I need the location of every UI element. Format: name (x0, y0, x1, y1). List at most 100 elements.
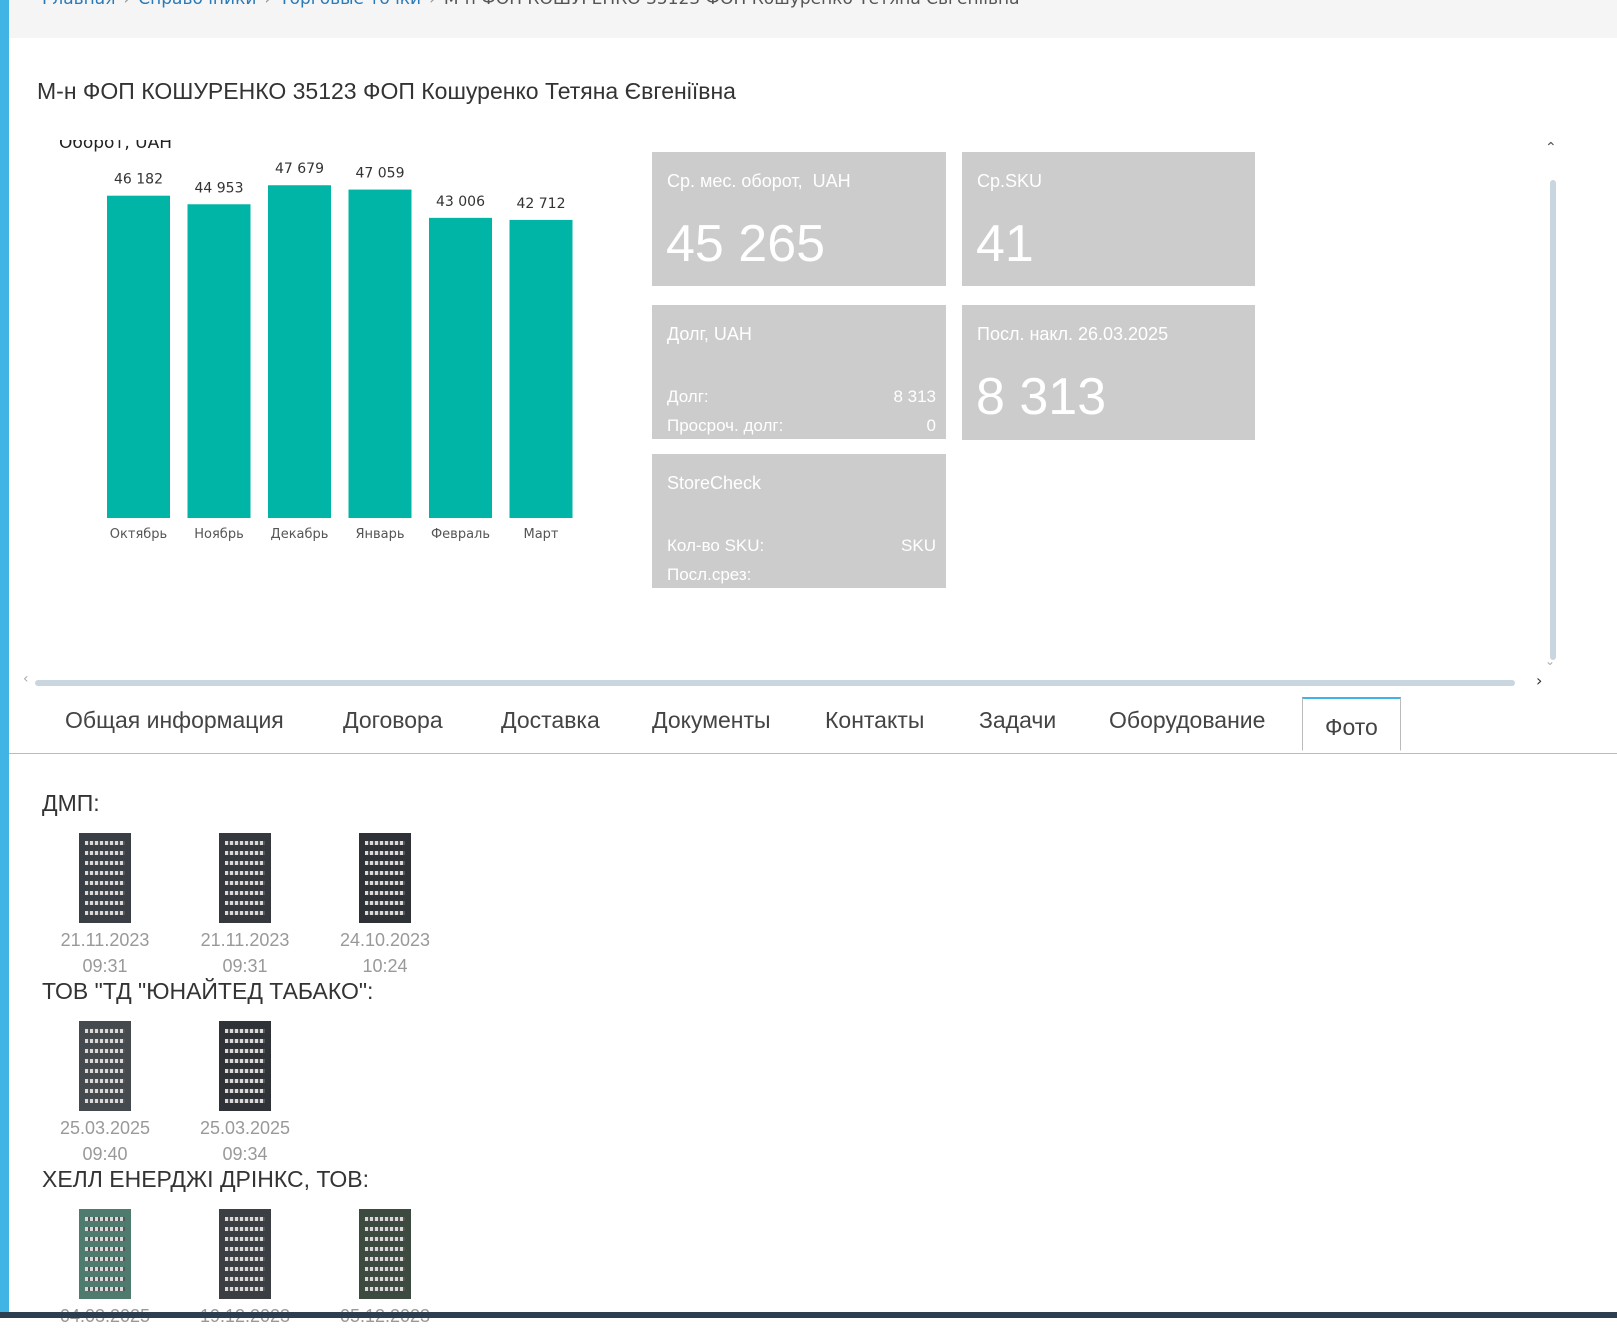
breadcrumb-separator: › (123, 0, 130, 9)
avg-turnover-value: 45 265 (666, 215, 826, 273)
overdue-debt-value: 0 (926, 416, 936, 435)
overdue-debt-label: Просроч. долг: (667, 416, 784, 435)
photo-thumbnail[interactable] (359, 1209, 411, 1299)
photo-thumbnail[interactable] (219, 1209, 271, 1299)
chart-bar[interactable] (348, 189, 412, 519)
photo-time: 09:40 (82, 1144, 128, 1164)
debt-title: Долг, UAH (667, 324, 752, 344)
chart-category-label: Октябрь (110, 527, 167, 542)
debt-value: 8 313 (893, 387, 936, 406)
thumbnail-shelf-decoration (85, 1257, 125, 1261)
thumbnail-shelf-decoration (225, 1227, 265, 1231)
scroll-down-icon[interactable]: ⌄ (1545, 654, 1556, 668)
thumbnail-shelf-decoration (365, 851, 405, 855)
photo-group-title: ХЕЛЛ ЕНЕРДЖІ ДРІНКС, ТОВ: (42, 1166, 370, 1192)
tab-documents[interactable]: Документы (652, 707, 771, 733)
tab-contacts[interactable]: Контакты (825, 707, 925, 733)
photo-thumbnail[interactable] (79, 833, 131, 923)
photo-date: 21.11.2023 (60, 930, 150, 950)
thumbnail-shelf-decoration (85, 861, 125, 865)
thumbnail-shelf-decoration (225, 891, 265, 895)
thumbnail-shelf-decoration (85, 1039, 125, 1043)
last-invoice-value: 8 313 (976, 368, 1107, 426)
photo-item[interactable]: 25.03.2025 09:34 (195, 1021, 295, 1167)
chart-bar[interactable] (509, 219, 573, 518)
thumbnail-shelf-decoration (225, 1217, 265, 1221)
chart-category-label: Январь (355, 527, 404, 542)
thumbnail-shelf-decoration (365, 901, 405, 905)
thumbnail-shelf-decoration (365, 1247, 405, 1251)
breadcrumb-home-link[interactable]: Главная (42, 0, 115, 9)
left-accent-stripe (0, 0, 9, 1318)
thumbnail-shelf-decoration (85, 891, 125, 895)
thumbnail-shelf-decoration (365, 1227, 405, 1231)
chart-bar[interactable] (429, 217, 492, 519)
breadcrumb-directories-link[interactable]: Справочники (138, 0, 256, 9)
tab-contracts[interactable]: Договора (343, 707, 443, 733)
thumbnail-shelf-decoration (225, 861, 265, 865)
tab-tasks[interactable]: Задачи (979, 707, 1057, 733)
thumbnail-shelf-decoration (365, 881, 405, 885)
last-invoice-title: Посл. накл. 26.03.2025 (977, 324, 1169, 344)
vertical-scrollbar[interactable] (1550, 180, 1556, 660)
photo-thumbnail[interactable] (359, 833, 411, 923)
chart-bar[interactable] (268, 185, 331, 519)
thumbnail-shelf-decoration (225, 1247, 265, 1251)
photo-group-title: ТОВ "ТД "ЮНАЙТЕД ТАБАКО": (42, 978, 374, 1004)
chart-bar[interactable] (187, 204, 251, 519)
thumbnail-shelf-decoration (225, 1079, 265, 1083)
tab-equipment[interactable]: Оборудование (1109, 707, 1266, 733)
thumbnail-shelf-decoration (225, 1039, 265, 1043)
scroll-right-icon[interactable]: › (1536, 671, 1543, 690)
thumbnail-shelf-decoration (225, 1267, 265, 1271)
photo-date: 25.03.2025 (59, 1118, 151, 1138)
thumbnail-shelf-decoration (85, 901, 125, 905)
thumbnail-shelf-decoration (225, 1059, 265, 1063)
photo-thumbnail[interactable] (219, 1021, 271, 1111)
thumbnail-shelf-decoration (85, 1099, 125, 1103)
thumbnail-shelf-decoration (365, 841, 405, 845)
photo-thumbnail[interactable] (79, 1209, 131, 1299)
thumbnail-shelf-decoration (85, 1237, 125, 1241)
thumbnail-shelf-decoration (225, 1237, 265, 1241)
photo-item[interactable]: 25.03.2025 09:40 (55, 1021, 155, 1167)
scroll-up-icon[interactable]: ⌃ (1545, 140, 1557, 156)
tab-general-info[interactable]: Общая информация (65, 707, 284, 733)
thumbnail-shelf-decoration (85, 1029, 125, 1033)
photo-item[interactable]: 21.11.2023 09:31 (195, 833, 295, 979)
chart-bar[interactable] (107, 195, 170, 519)
thumbnail-shelf-decoration (85, 1049, 125, 1053)
tab-bar: Общая информация Договора Доставка Докум… (9, 697, 1617, 754)
photo-item[interactable]: 24.10.2023 10:24 (335, 833, 435, 979)
thumbnail-shelf-decoration (225, 851, 265, 855)
thumbnail-shelf-decoration (225, 1029, 265, 1033)
photo-date: 24.10.2023 (339, 930, 431, 950)
tab-delivery[interactable]: Доставка (501, 707, 600, 733)
photo-item[interactable]: 19.12.2023 (195, 1209, 295, 1329)
storecheck-title: StoreCheck (667, 473, 762, 493)
thumbnail-shelf-decoration (365, 1237, 405, 1241)
thumbnail-shelf-decoration (85, 1079, 125, 1083)
thumbnail-shelf-decoration (365, 871, 405, 875)
scroll-left-icon[interactable]: ‹ (23, 671, 29, 687)
storecheck-tile: StoreCheck Кол-во SKU: SKU Посл.срез: (652, 454, 946, 588)
photo-item[interactable]: 05.12.2023 (335, 1209, 435, 1329)
thumbnail-shelf-decoration (225, 1069, 265, 1073)
photo-time: 09:31 (82, 956, 128, 976)
horizontal-scrollbar[interactable] (35, 680, 1515, 686)
page-title: М-н ФОП КОШУРЕНКО 35123 ФОП Кошуренко Те… (37, 78, 736, 104)
chart-category-label: Март (523, 527, 558, 542)
breadcrumb-outlets-link[interactable]: Торговые точки (279, 0, 421, 9)
thumbnail-shelf-decoration (85, 911, 125, 915)
photo-thumbnail[interactable] (79, 1021, 131, 1111)
photo-thumbnail[interactable] (219, 833, 271, 923)
thumbnail-shelf-decoration (225, 1099, 265, 1103)
tab-photo[interactable]: Фото (1302, 697, 1401, 751)
photo-item[interactable]: 04.03.2025 (55, 1209, 155, 1329)
photo-item[interactable]: 21.11.2023 09:31 (55, 833, 155, 979)
storecheck-sku-label: Кол-во SKU: (667, 536, 765, 555)
storecheck-last-label: Посл.срез: (667, 565, 752, 584)
thumbnail-shelf-decoration (85, 1277, 125, 1281)
photo-time: 09:34 (222, 1144, 268, 1164)
thumbnail-shelf-decoration (225, 871, 265, 875)
